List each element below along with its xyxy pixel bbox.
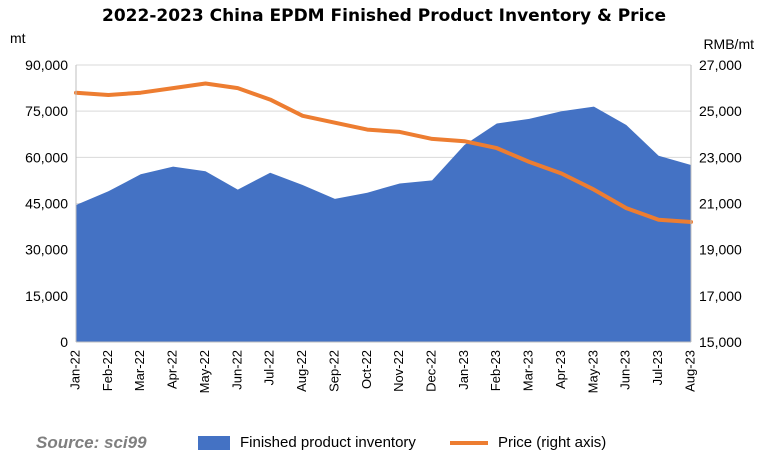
legend-item-inventory: Finished product inventory <box>198 434 416 451</box>
legend-item-price: Price (right axis) <box>449 434 607 451</box>
right-tick-label: 19,000 <box>699 242 742 258</box>
left-axis-unit: mt <box>10 30 26 46</box>
x-tick-label: Jan-23 <box>456 350 471 390</box>
x-tick-label: Apr-22 <box>165 350 180 389</box>
left-tick-label: 90,000 <box>25 57 68 73</box>
x-tick-label: Mar-23 <box>521 350 536 391</box>
x-tick-label: Jun-23 <box>618 350 633 390</box>
left-tick-label: 0 <box>60 334 68 350</box>
x-tick-label: Jul-22 <box>262 350 277 385</box>
x-tick-label: Dec-22 <box>423 350 438 392</box>
x-tick-label: Jan-22 <box>67 350 82 390</box>
x-tick-label: May-23 <box>585 350 600 393</box>
right-axis-unit: RMB/mt <box>703 36 754 52</box>
x-tick-label: Mar-22 <box>132 350 147 391</box>
price-line <box>74 81 693 224</box>
right-tick-label: 27,000 <box>699 57 742 73</box>
x-tick-label: May-22 <box>197 350 212 393</box>
legend: Finished product inventory Price (right … <box>198 434 640 451</box>
right-tick-label: 15,000 <box>699 334 742 350</box>
inventory-area <box>76 106 691 342</box>
legend-label-inventory: Finished product inventory <box>240 434 416 451</box>
x-tick-label: Feb-22 <box>100 350 115 391</box>
left-tick-label: 60,000 <box>25 149 68 165</box>
right-tick-label: 25,000 <box>699 103 742 119</box>
x-tick-label: Jul-23 <box>650 350 665 385</box>
left-tick-label: 75,000 <box>25 103 68 119</box>
x-tick-label: Feb-23 <box>488 350 503 391</box>
left-tick-label: 15,000 <box>25 288 68 304</box>
right-tick-label: 21,000 <box>699 196 742 212</box>
x-tick-label: Aug-22 <box>294 350 309 392</box>
legend-label-price: Price (right axis) <box>497 434 607 451</box>
x-tick-label: Apr-23 <box>553 350 568 389</box>
legend-swatch-price <box>449 440 488 445</box>
left-tick-label: 45,000 <box>25 196 68 212</box>
legend-swatch-inventory <box>198 435 230 450</box>
x-tick-label: Nov-22 <box>391 350 406 392</box>
x-tick-label: Jun-22 <box>229 350 244 390</box>
x-tick-label: Oct-22 <box>359 350 374 389</box>
source-note: Source: sci99 <box>36 433 147 452</box>
x-tick-label: Sep-22 <box>326 350 341 392</box>
chart-title: 2022-2023 China EPDM Finished Product In… <box>102 6 666 26</box>
right-tick-label: 23,000 <box>699 149 742 165</box>
left-tick-label: 30,000 <box>25 242 68 258</box>
right-tick-label: 17,000 <box>699 288 742 304</box>
x-tick-label: Aug-23 <box>682 350 697 392</box>
